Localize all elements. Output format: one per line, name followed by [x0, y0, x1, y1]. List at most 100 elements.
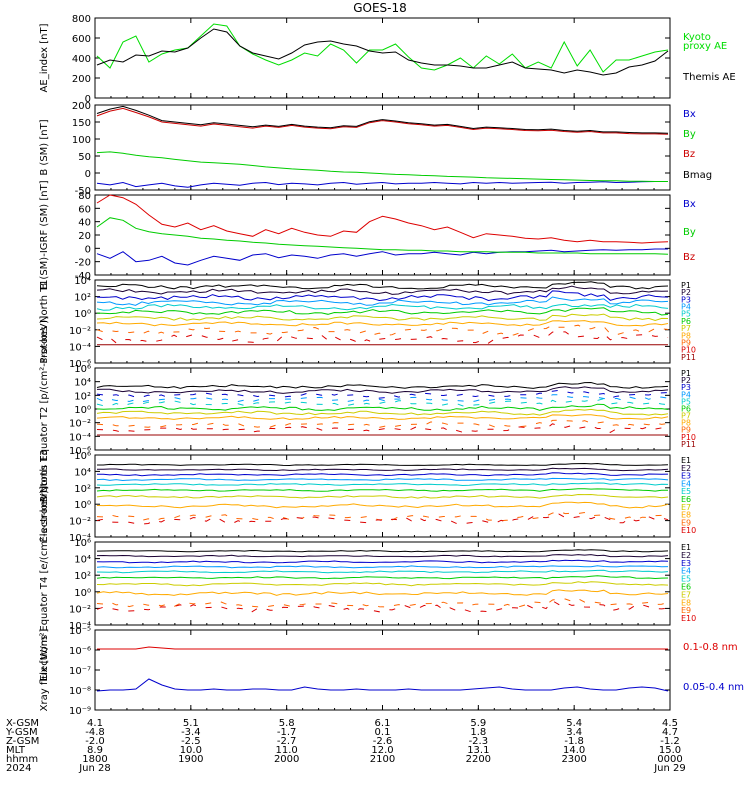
footer-row-label: X-GSM: [6, 718, 39, 729]
footer-value: 2000: [274, 754, 299, 765]
footer-value: -1.7: [277, 727, 297, 738]
channel-line-7: [96, 501, 669, 509]
footer-value: 4.7: [662, 727, 678, 738]
channel-label: E6: [681, 583, 691, 592]
channel-label: P9: [681, 426, 691, 435]
trace-label: By: [683, 227, 696, 238]
y-axis-label: Electrons North T3: [39, 449, 50, 542]
channel-label: E5: [681, 487, 691, 496]
footer-value: -2.5: [181, 736, 201, 747]
channel-label: E4: [681, 567, 691, 576]
trace-label: proxy AE: [683, 41, 727, 52]
y-tick-label: 100: [72, 135, 91, 146]
channel-line-8: [96, 598, 669, 608]
series-line-0: [96, 248, 668, 266]
channel-label: E3: [681, 472, 691, 481]
y-tick-label: 10⁴: [74, 555, 91, 566]
y-axis-label: Xray flux [W/m²]: [39, 629, 50, 712]
series-line-1: [96, 217, 669, 255]
channel-label: E7: [681, 590, 691, 599]
footer-value: -1.8: [564, 736, 584, 747]
channel-line-2: [96, 389, 669, 399]
footer-value: -4.8: [85, 727, 105, 738]
channel-label: E2: [681, 551, 691, 560]
footer-value: 4.1: [87, 718, 103, 729]
footer-value: 2200: [466, 754, 491, 765]
channel-line-4: [96, 398, 669, 407]
footer-value: 12.0: [371, 745, 393, 756]
footer-row-label: Y-GSM: [5, 727, 38, 738]
y-tick-label: 800: [72, 14, 91, 25]
y-tick-label: 10²: [74, 391, 91, 402]
channel-label: P1: [681, 281, 691, 290]
channel-line-3: [96, 565, 669, 569]
series-line-1: [96, 151, 668, 182]
channel-label: P5: [681, 310, 691, 319]
channel-label: E7: [681, 503, 691, 512]
y-tick-label: 0: [85, 244, 91, 255]
panel-7: 10⁻⁹ 10⁻⁸ 10⁻⁷ 10⁻⁶ 10⁻⁵ Xray flux [W/m²] 0.1-…: [39, 626, 744, 717]
footer-value: 5.1: [183, 718, 199, 729]
channel-line-3: [96, 477, 669, 482]
channel-line-9: [96, 600, 669, 613]
channel-line-8: [96, 510, 669, 522]
y-tick-label: 400: [72, 54, 91, 65]
footer-value: 4.5: [662, 718, 678, 729]
channel-line-4: [96, 569, 669, 574]
channel-line-5: [96, 575, 669, 580]
panel-frame: [94, 629, 671, 711]
footer-value: -2.3: [469, 736, 489, 747]
footer-value: 1.8: [470, 727, 486, 738]
channel-label: P2: [681, 288, 691, 297]
channel-label: E6: [681, 495, 691, 504]
channel-line-0: [97, 462, 669, 467]
footer-value: 2100: [370, 754, 395, 765]
channel-line-3: [96, 394, 669, 403]
y-tick-label: 10⁻⁶: [69, 646, 91, 657]
footer-value: 0.1: [375, 727, 391, 738]
channel-label: E10: [681, 526, 696, 535]
channel-line-5: [96, 307, 669, 316]
series-line-3: [96, 105, 669, 134]
y-tick-label: 600: [72, 34, 91, 45]
footer-value: 1800: [82, 754, 107, 765]
channel-line-1: [96, 554, 669, 558]
footer-value: -3.4: [181, 727, 201, 738]
channel-line-9: [96, 423, 669, 433]
channel-label: P10: [681, 346, 696, 355]
y-tick-label: 10²: [74, 571, 91, 582]
channel-label: P3: [681, 383, 691, 392]
channel-label: E1: [681, 456, 691, 465]
y-tick-label: 10⁶: [74, 451, 91, 462]
channel-label: P6: [681, 404, 691, 413]
trace-label: By: [683, 129, 696, 140]
y-tick-label: 50: [78, 152, 91, 163]
series-line-1: [96, 28, 669, 76]
footer-value: 11.0: [276, 745, 298, 756]
channel-label: E2: [681, 464, 691, 473]
y-axis-label: B (SM)-IGRF (SM) [nT]: [39, 180, 50, 289]
channel-line-9: [96, 513, 669, 525]
y-tick-label: 10⁻⁸: [69, 686, 91, 697]
series-line-0: [97, 646, 668, 650]
channel-label: P4: [681, 303, 691, 312]
channel-label: P8: [681, 419, 691, 428]
footer-value: 8.9: [87, 745, 103, 756]
y-tick-label: 10⁰: [74, 309, 91, 320]
channel-label: E8: [681, 598, 691, 607]
channel-label: E9: [681, 518, 691, 527]
y-tick-label: 10⁻²: [69, 517, 91, 528]
footer-value: 2300: [561, 754, 586, 765]
channel-line-7: [96, 414, 669, 421]
footer-value: -2.6: [373, 736, 393, 747]
y-tick-label: 10⁴: [74, 378, 91, 389]
channel-line-6: [96, 408, 669, 416]
channel-label: P10: [681, 433, 696, 442]
channel-line-3: [96, 296, 669, 306]
trace-label: 0.05-0.4 nm: [683, 682, 744, 693]
channel-line-2: [96, 472, 669, 477]
channel-line-2: [96, 290, 669, 302]
footer-value: 10.0: [180, 745, 202, 756]
y-tick-label: 10⁻⁶: [69, 359, 91, 370]
footer-row-label: Z-GSM: [6, 736, 39, 747]
